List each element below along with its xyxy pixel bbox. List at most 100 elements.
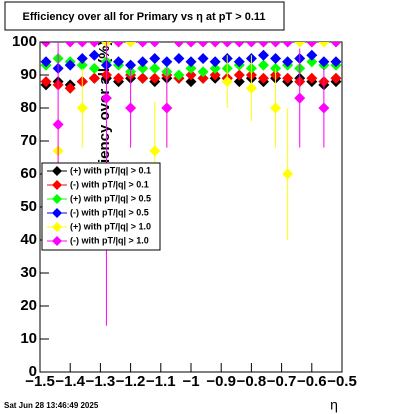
data-point: [185, 42, 197, 48]
data-point: [149, 53, 161, 64]
data-point: [209, 42, 221, 48]
data-point: [197, 42, 209, 48]
data-point: [233, 42, 245, 48]
data-point: [173, 42, 185, 48]
data-point: [125, 42, 137, 48]
data-point: [233, 56, 245, 68]
data-point: [64, 42, 76, 48]
data-point: [76, 53, 88, 64]
legend-label: (+) with pT/|q| > 0.1: [70, 165, 151, 175]
data-point: [270, 53, 282, 64]
legend-marker: [52, 180, 62, 190]
data-point: [137, 42, 149, 48]
y-tick-label: 70: [20, 132, 37, 149]
data-point: [137, 56, 149, 68]
y-tick-label: 30: [20, 264, 37, 281]
data-point: [245, 42, 257, 48]
x-tick-label: −0.5: [327, 373, 357, 390]
data-point: [221, 76, 233, 88]
legend-label: (-) with pT/|q| > 0.1: [70, 179, 149, 189]
data-point: [209, 62, 221, 74]
data-point: [88, 62, 100, 74]
data-point: [40, 42, 52, 48]
data-point: [270, 42, 282, 48]
data-point: [113, 56, 125, 68]
y-tick-label: 100: [12, 33, 37, 50]
data-point: [197, 53, 209, 64]
y-tick-label: 60: [20, 165, 37, 182]
data-point: [161, 56, 173, 68]
data-point: [282, 56, 294, 68]
data-point: [282, 168, 294, 180]
data-point: [64, 82, 76, 94]
y-tick-label: 50: [20, 198, 37, 215]
data-point: [330, 56, 342, 68]
data-point: [125, 102, 137, 114]
y-tick-label: 40: [20, 231, 37, 248]
data-point: [185, 62, 197, 74]
legend-marker: [52, 194, 62, 204]
data-point: [233, 76, 245, 88]
data-point: [52, 119, 64, 130]
x-tick-label: −1.5: [25, 373, 55, 390]
data-point: [88, 49, 100, 61]
data-point: [173, 53, 185, 64]
x-tick-label: −0.9: [206, 373, 236, 390]
data-point: [282, 72, 294, 84]
data-point: [40, 56, 52, 68]
data-point: [185, 69, 197, 81]
data-point: [76, 102, 88, 114]
data-point: [113, 72, 125, 84]
data-point: [185, 76, 197, 88]
data-point: [197, 72, 209, 84]
date-stamp: Sat Jun 28 13:46:49 2025: [4, 401, 99, 410]
x-tick-label: −1.2: [116, 373, 146, 390]
plot-area: [40, 42, 342, 326]
data-point: [76, 59, 88, 71]
title-box: [4, 1, 285, 31]
data-point: [306, 49, 318, 61]
y-tick-label: 0: [29, 363, 37, 380]
data-point: [40, 76, 52, 88]
y-tick-label: 10: [20, 330, 37, 347]
data-point: [209, 69, 221, 81]
data-point: [306, 72, 318, 84]
x-tick-label: −0.6: [297, 373, 327, 390]
data-point: [100, 92, 112, 104]
data-point: [76, 42, 88, 48]
data-point: [221, 42, 233, 48]
legend-label: (-) with pT/|q| > 0.5: [70, 207, 149, 217]
data-point: [149, 62, 161, 74]
data-point: [245, 82, 257, 94]
data-point: [64, 59, 76, 71]
data-point: [149, 145, 161, 157]
data-point: [330, 72, 342, 84]
legend-marker: [52, 166, 62, 176]
x-tick-label: −1.1: [146, 373, 176, 390]
data-point: [173, 69, 185, 81]
data-point: [113, 42, 125, 48]
y-tick-label: 20: [20, 297, 37, 314]
x-tick-label: −0.7: [267, 373, 297, 390]
data-point: [294, 42, 306, 48]
data-point: [233, 69, 245, 81]
data-point: [185, 56, 197, 68]
data-point: [137, 72, 149, 84]
legend-marker: [52, 222, 62, 232]
data-point: [209, 56, 221, 68]
data-point: [318, 56, 330, 68]
data-point: [149, 42, 161, 48]
legend-label: (-) with pT/|q| > 1.0: [70, 235, 149, 245]
data-point: [282, 42, 294, 48]
y-tick-label: 90: [20, 66, 37, 83]
data-point: [125, 59, 137, 71]
legend-label: (+) with pT/|q| > 1.0: [70, 221, 151, 231]
data-point: [137, 62, 149, 74]
x-tick-label: −1.3: [86, 373, 116, 390]
data-point: [330, 42, 342, 48]
data-point: [149, 72, 161, 84]
x-tick-label: −0.8: [237, 373, 267, 390]
legend-marker: [52, 236, 62, 246]
